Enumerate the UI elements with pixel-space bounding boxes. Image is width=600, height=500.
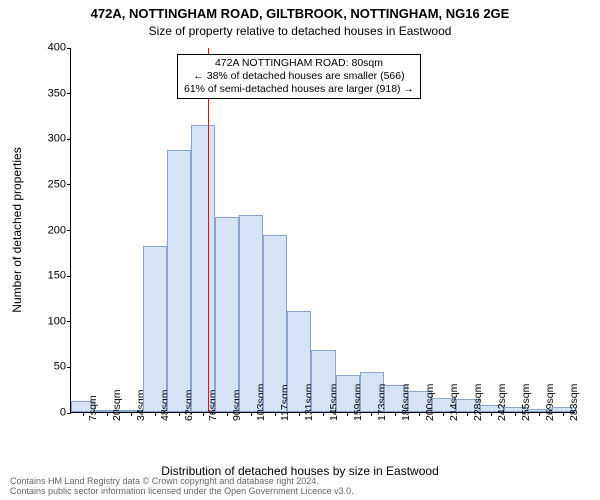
x-tick-mark <box>299 412 300 416</box>
x-tick-mark <box>179 412 180 416</box>
y-tick-mark <box>67 321 71 322</box>
x-tick-mark <box>83 412 84 416</box>
y-tick-mark <box>67 276 71 277</box>
x-tick-label: 7sqm <box>87 395 99 421</box>
annotation-line: 61% of semi-detached houses are larger (… <box>184 83 414 96</box>
histogram-bar <box>143 246 167 412</box>
x-tick-label: 255sqm <box>520 384 532 421</box>
annotation-box: 472A NOTTINGHAM ROAD: 80sqm← 38% of deta… <box>177 54 421 99</box>
y-tick-label: 250 <box>26 179 66 190</box>
y-tick-label: 200 <box>26 225 66 236</box>
x-tick-mark <box>443 412 444 416</box>
y-tick-mark <box>67 184 71 185</box>
x-tick-mark <box>203 412 204 416</box>
y-tick-label: 400 <box>26 43 66 54</box>
y-tick-label: 100 <box>26 316 66 327</box>
x-tick-label: 242sqm <box>496 384 508 421</box>
x-tick-mark <box>323 412 324 416</box>
x-tick-mark <box>251 412 252 416</box>
x-tick-mark <box>131 412 132 416</box>
x-tick-mark <box>371 412 372 416</box>
y-tick-label: 0 <box>26 408 66 419</box>
x-tick-mark <box>491 412 492 416</box>
x-tick-label: 283sqm <box>568 384 580 421</box>
x-tick-mark <box>275 412 276 416</box>
histogram-bar <box>191 125 215 412</box>
y-tick-mark <box>67 413 71 414</box>
y-tick-mark <box>67 93 71 94</box>
annotation-line: ← 38% of detached houses are smaller (56… <box>184 70 414 83</box>
x-tick-mark <box>419 412 420 416</box>
x-tick-label: 20sqm <box>111 389 123 421</box>
x-tick-mark <box>539 412 540 416</box>
y-tick-mark <box>67 230 71 231</box>
x-tick-mark <box>563 412 564 416</box>
x-tick-mark <box>155 412 156 416</box>
chart-title-sub: Size of property relative to detached ho… <box>0 24 600 38</box>
x-tick-mark <box>515 412 516 416</box>
chart-area: 0501001502002503003504007sqm20sqm34sqm48… <box>70 48 575 413</box>
histogram-bar <box>167 150 191 412</box>
y-tick-mark <box>67 139 71 140</box>
x-tick-label: 228sqm <box>472 384 484 421</box>
y-axis-label: Number of detached properties <box>10 147 24 312</box>
y-tick-label: 150 <box>26 271 66 282</box>
y-tick-label: 50 <box>26 362 66 373</box>
y-tick-mark <box>67 48 71 49</box>
y-tick-label: 300 <box>26 134 66 145</box>
x-tick-mark <box>227 412 228 416</box>
x-tick-label: 269sqm <box>544 384 556 421</box>
y-tick-mark <box>67 367 71 368</box>
footer-line-2: Contains public sector information licen… <box>10 487 354 497</box>
footer-attribution: Contains HM Land Registry data © Crown c… <box>10 477 354 497</box>
histogram-bar <box>239 215 263 412</box>
plot-region: 0501001502002503003504007sqm20sqm34sqm48… <box>70 48 575 413</box>
annotation-line: 472A NOTTINGHAM ROAD: 80sqm <box>184 57 414 70</box>
x-tick-mark <box>347 412 348 416</box>
chart-title-main: 472A, NOTTINGHAM ROAD, GILTBROOK, NOTTIN… <box>0 6 600 21</box>
reference-line <box>208 48 209 412</box>
x-tick-mark <box>467 412 468 416</box>
x-tick-mark <box>107 412 108 416</box>
y-tick-label: 350 <box>26 88 66 99</box>
x-tick-mark <box>395 412 396 416</box>
histogram-bar <box>215 217 239 412</box>
